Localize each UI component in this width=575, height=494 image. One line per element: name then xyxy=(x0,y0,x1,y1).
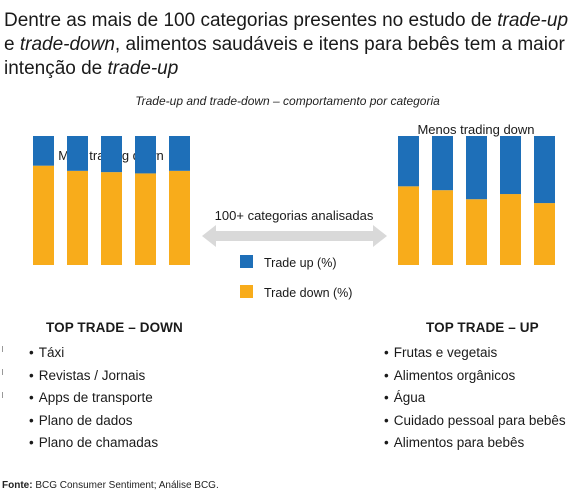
mais-trading-down-bar-trade-up xyxy=(33,136,54,166)
source-text: BCG Consumer Sentiment; Análise BCG. xyxy=(32,480,219,491)
menos-trading-down-bar-trade-down xyxy=(466,199,487,265)
menos-trading-down-bar-trade-down xyxy=(534,203,555,265)
legend-swatch xyxy=(240,285,253,298)
headline-em-trade-up: trade-up xyxy=(497,10,569,31)
trade-up-item: Alimentos para bebês xyxy=(384,432,566,455)
legend-swatch xyxy=(240,255,253,268)
headline-em-trade-down: trade-down xyxy=(19,34,115,55)
mais-trading-down-bar-trade-down xyxy=(101,172,122,265)
menos-trading-down-bar-trade-up xyxy=(432,136,453,191)
arrow-label: 100+ categorias analisadas xyxy=(215,208,374,223)
mais-trading-down-bar-trade-up xyxy=(67,136,88,171)
mais-trading-down-bar-trade-up xyxy=(169,136,190,171)
top-trade-down-items: TáxiRevistas / JornaisApps de transporte… xyxy=(29,342,183,455)
top-trade-down-heading: TOP TRADE – DOWN xyxy=(46,320,183,335)
mais-trading-down-bar-trade-down xyxy=(135,173,156,265)
mais-trading-down-bar-trade-down xyxy=(33,165,54,265)
double-arrow-icon xyxy=(202,225,387,247)
trade-down-item: Táxi xyxy=(29,342,183,365)
menos-trading-down-bar-trade-down xyxy=(500,194,521,265)
menos-trading-down-bar-trade-up xyxy=(534,136,555,204)
margin-tick xyxy=(2,369,3,375)
stacked-bar-chart: Mais trading downMenos trading down100+ … xyxy=(33,122,555,300)
mais-trading-down-bar-trade-up xyxy=(101,136,122,173)
top-trade-up-items: Frutas e vegetaisAlimentos orgânicosÁgua… xyxy=(384,342,566,455)
chart-title: Trade-up and trade-down – comportamento … xyxy=(135,94,440,108)
top-trade-up-heading: TOP TRADE – UP xyxy=(426,320,539,335)
legend-label: Trade down (%) xyxy=(264,286,352,300)
top-trade-down-list: TOP TRADE – DOWN TáxiRevistas / JornaisA… xyxy=(39,320,183,455)
legend-label: Trade up (%) xyxy=(264,256,336,270)
menos-trading-down-bar-trade-up xyxy=(398,136,419,187)
headline-text-3: , alimentos saudáveis e itens para bebês… xyxy=(4,34,565,79)
headline: Dentre as mais de 100 categorias present… xyxy=(4,9,570,81)
margin-tick xyxy=(2,346,3,352)
trade-down-item: Plano de chamadas xyxy=(29,432,183,455)
menos-trading-down-bar-trade-up xyxy=(500,136,521,195)
menos-trading-down-label: Menos trading down xyxy=(417,122,534,137)
headline-text-2: e xyxy=(4,34,20,55)
menos-trading-down-bar-trade-down xyxy=(432,190,453,265)
trade-down-item: Apps de transporte xyxy=(29,387,183,410)
menos-trading-down-bar-trade-up xyxy=(466,136,487,200)
trade-up-item: Alimentos orgânicos xyxy=(384,365,566,388)
source-note: Fonte: BCG Consumer Sentiment; Análise B… xyxy=(2,480,219,491)
source-label: Fonte: xyxy=(2,480,33,491)
mais-trading-down-bar-trade-up xyxy=(135,136,156,174)
top-trade-up-list: TOP TRADE – UP Frutas e vegetaisAlimento… xyxy=(394,320,566,455)
headline-em-trade-up-2: trade-up xyxy=(107,58,179,79)
headline-text-1: Dentre as mais de 100 categorias present… xyxy=(4,10,498,31)
trade-up-item: Cuidado pessoal para bebês xyxy=(384,410,566,433)
trade-down-item: Revistas / Jornais xyxy=(29,365,183,388)
trade-down-item: Plano de dados xyxy=(29,410,183,433)
trade-up-item: Água xyxy=(384,387,566,410)
menos-trading-down-bar-trade-down xyxy=(398,186,419,265)
mais-trading-down-bar-trade-down xyxy=(67,170,88,265)
mais-trading-down-bar-trade-down xyxy=(169,170,190,265)
margin-tick xyxy=(2,392,3,398)
trade-up-item: Frutas e vegetais xyxy=(384,342,566,365)
